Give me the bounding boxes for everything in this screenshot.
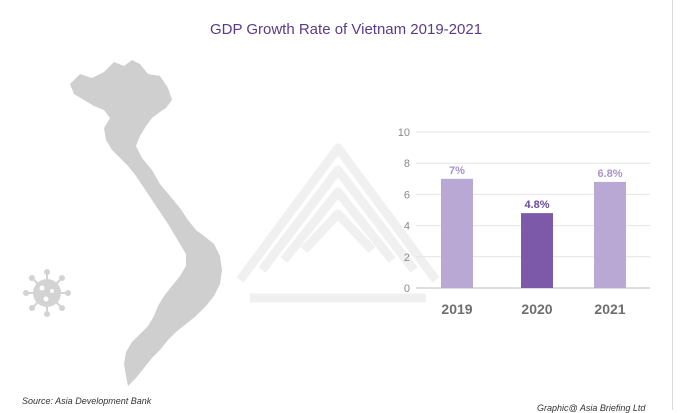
x-tick-label-2019: 2019 (441, 301, 472, 317)
bar-2019 (441, 178, 473, 288)
x-tick-label-2021: 2021 (594, 301, 625, 317)
y-tick-label: 2 (404, 252, 410, 264)
y-tick-label: 10 (398, 127, 410, 139)
value-label-2019: 7% (449, 165, 465, 177)
virus-shape (23, 269, 71, 317)
y-tick-label: 4 (404, 221, 410, 233)
x-tick-label-2020: 2020 (521, 301, 552, 317)
source-note: Source: Asia Development Bank (22, 396, 152, 406)
chart-title: GDP Growth Rate of Vietnam 2019-2021 (209, 21, 483, 38)
bar-2020 (521, 213, 553, 288)
value-label-2021: 6.8% (597, 168, 622, 180)
y-tick-label: 8 (404, 158, 410, 170)
y-tick-label: 6 (404, 189, 410, 201)
credit-note: Graphic@ Asia Briefing Ltd (537, 403, 646, 413)
vietnam-map-shape (70, 60, 222, 386)
value-label-2020: 4.8% (524, 199, 549, 211)
bar-2021 (594, 181, 626, 288)
virus-spots (39, 285, 54, 302)
y-tick-label: 0 (404, 283, 410, 295)
